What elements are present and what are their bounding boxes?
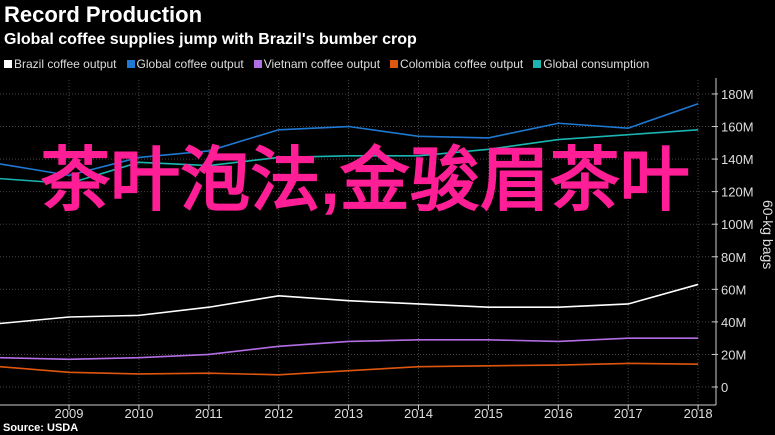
chart-title: Record Production bbox=[4, 2, 203, 27]
legend-label: Global consumption bbox=[543, 57, 650, 71]
legend-item: Brazil coffee output bbox=[4, 57, 117, 71]
legend-item: Colombia coffee output bbox=[390, 57, 523, 71]
series-line-brazil-coffee-output bbox=[0, 283, 699, 325]
legend: Brazil coffee output Global coffee output… bbox=[4, 57, 649, 71]
legend-label: Vietnam coffee output bbox=[263, 57, 381, 71]
y-tick-label: 20M bbox=[721, 347, 746, 362]
series-line-global-consumption bbox=[0, 128, 699, 185]
legend-item: Global coffee output bbox=[126, 57, 244, 71]
y-tick-label: 40M bbox=[721, 315, 746, 330]
x-tick-label: 2016 bbox=[544, 406, 573, 421]
x-tick-label: 2018 bbox=[684, 406, 713, 421]
x-tick-label: 2011 bbox=[195, 406, 223, 421]
legend-label: Global coffee output bbox=[136, 57, 244, 71]
series-line-global-coffee-output bbox=[0, 102, 699, 177]
legend-swatch bbox=[4, 60, 12, 68]
legend-swatch bbox=[253, 60, 262, 68]
x-tick-label: 2017 bbox=[614, 406, 643, 421]
legend-swatch bbox=[390, 60, 399, 68]
series-line-vietnam-coffee-output bbox=[0, 337, 699, 361]
x-tick-label: 2015 bbox=[474, 406, 503, 421]
y-tick-label: 180M bbox=[721, 87, 754, 102]
y-tick-label: 140M bbox=[721, 152, 754, 167]
y-tick-label: 80M bbox=[721, 250, 746, 265]
y-tick-label: 60M bbox=[721, 282, 746, 297]
y-tick-label: 100M bbox=[721, 217, 754, 232]
x-tick-label: 2009 bbox=[55, 406, 84, 421]
y-axis-label: 60-kg bags bbox=[760, 200, 775, 270]
legend-swatch bbox=[533, 60, 542, 68]
y-tick-label: 160M bbox=[721, 120, 754, 135]
y-tick-label: 120M bbox=[721, 185, 754, 200]
x-tick-label: 2013 bbox=[334, 406, 363, 421]
legend-swatch bbox=[126, 60, 135, 68]
chart-subtitle: Global coffee supplies jump with Brazil'… bbox=[4, 31, 417, 48]
x-tick-label: 2010 bbox=[124, 406, 153, 421]
legend-item: Global consumption bbox=[533, 57, 649, 71]
x-tick-label: 2014 bbox=[404, 406, 433, 421]
series-line-colombia-coffee-output bbox=[0, 362, 699, 376]
x-tick-label: 2012 bbox=[264, 406, 293, 421]
legend-label: Colombia coffee output bbox=[400, 57, 524, 71]
legend-item: Vietnam coffee output bbox=[253, 57, 381, 71]
source-note: Source: USDA bbox=[3, 422, 79, 434]
legend-label: Brazil coffee output bbox=[14, 57, 117, 71]
y-tick-label: 0 bbox=[721, 380, 728, 395]
